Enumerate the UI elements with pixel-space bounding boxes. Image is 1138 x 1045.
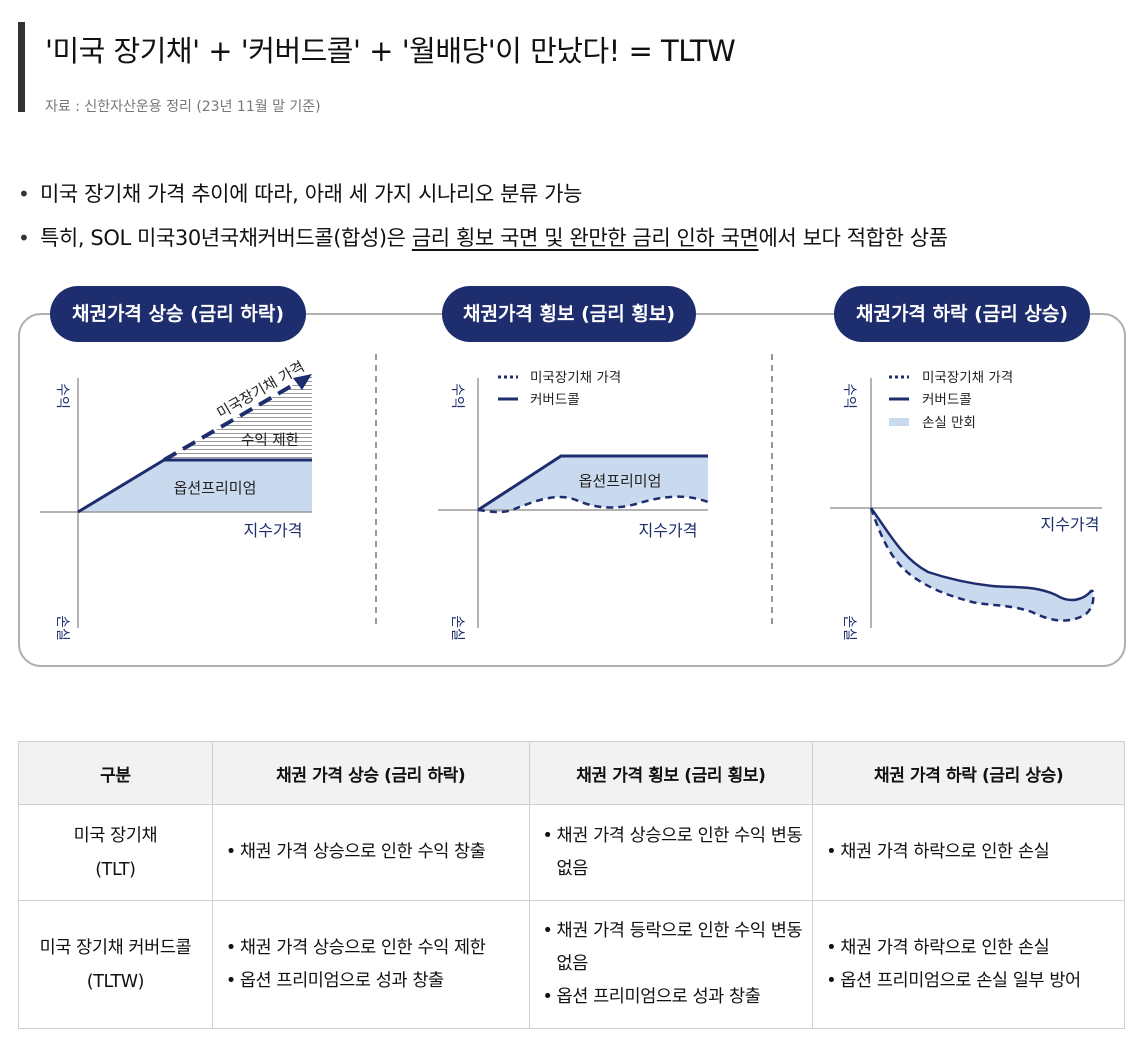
legend-dotted-label: 미국장기채 가격 bbox=[530, 370, 621, 386]
legend-dotted-label: 미국장기채 가격 bbox=[922, 370, 1013, 386]
cell-bullet-item: • 채권 가격 상승으로 인한 수익 제한 bbox=[225, 937, 486, 958]
capped-return-area bbox=[164, 374, 312, 460]
table-cell: • 채권 가격 등락으로 인한 수익 변동 없음 • 옵션 프리미엄으로 성과 창출 bbox=[528, 900, 814, 1029]
premium-label: 옵션프리미엄 bbox=[174, 479, 257, 497]
badge-label: 채권가격 상승 (금리 하락) bbox=[72, 303, 284, 325]
covered-call-line bbox=[77, 458, 312, 514]
loss-recovery-area bbox=[871, 508, 1094, 621]
panel-bond-rise: 미국장기채 가격 수익 제한 옵션프리미엄 지수가격 수익 손실 bbox=[40, 358, 312, 641]
table-cell: • 채권 가격 상승으로 인한 수익 제한 • 옵션 프리미엄으로 성과 창출 bbox=[211, 900, 530, 1029]
table-header-cell: 채권 가격 횡보 (금리 횡보) bbox=[528, 741, 814, 805]
header-block: '미국 장기채' + '커버드콜' + '월배당'이 만났다! = TLTW 자… bbox=[18, 22, 736, 115]
y-axis-top-label: 수익 bbox=[841, 383, 857, 409]
row-header-cell: 미국 장기채 (TLT) bbox=[18, 804, 213, 901]
table-cell: • 채권 가격 상승으로 인한 수익 창출 bbox=[211, 804, 530, 901]
bullet-text-post: 에서 보다 적합한 상품 bbox=[758, 226, 949, 250]
long-bond-price-line bbox=[477, 495, 709, 514]
row-header-ticker: (TLT) bbox=[95, 859, 136, 880]
bullet-text-pre: 특히, SOL 미국30년국채커버드콜(합성)은 bbox=[40, 226, 412, 250]
covered-call-line bbox=[477, 454, 708, 512]
legend-solid-label: 커버드콜 bbox=[530, 392, 580, 408]
long-bond-price-line bbox=[869, 507, 1095, 622]
x-axis-label: 지수가격 bbox=[1041, 515, 1100, 534]
premium-area bbox=[78, 460, 312, 512]
badge-label: 채권가격 횡보 (금리 횡보) bbox=[463, 303, 675, 325]
legend-fill-label: 손실 만회 bbox=[922, 415, 976, 431]
cell-bullet-item: • 옵션 프리미엄으로 성과 창출 bbox=[225, 970, 444, 991]
legend-solid-label: 커버드콜 bbox=[922, 392, 972, 408]
y-axis-bottom-label: 손실 bbox=[449, 615, 465, 641]
panel-bond-flat: 미국장기채 가격 커버드콜 옵션프리미엄 지수가격 수익 손실 bbox=[438, 370, 709, 641]
row-header-name: 미국 장기채 커버드콜 bbox=[39, 937, 192, 958]
table-header-row: 구분 채권 가격 상승 (금리 하락) 채권 가격 횡보 (금리 횡보) 채권 … bbox=[18, 741, 1125, 805]
bullet-dot-icon: • bbox=[18, 226, 30, 250]
comparison-table: 구분 채권 가격 상승 (금리 하락) 채권 가격 횡보 (금리 횡보) 채권 … bbox=[18, 741, 1125, 1029]
table-cell: • 채권 가격 상승으로 인한 수익 변동 없음 bbox=[528, 804, 814, 901]
bullet-item: • 미국 장기채 가격 추이에 따라, 아래 세 가지 시나리오 분류 가능 bbox=[18, 176, 1128, 220]
y-axis-top-label: 수익 bbox=[54, 383, 70, 409]
table-row: 미국 장기채 (TLT) • 채권 가격 상승으로 인한 수익 창출 • 채권 가격… bbox=[18, 804, 1125, 901]
table-row: 미국 장기채 커버드콜 (TLTW) • 채권 가격 상승으로 인한 수익 제한 … bbox=[18, 900, 1125, 1029]
table-header-cell: 채권 가격 상승 (금리 하락) bbox=[211, 741, 530, 805]
bullet-list: • 미국 장기채 가격 추이에 따라, 아래 세 가지 시나리오 분류 가능 •… bbox=[18, 176, 1128, 264]
premium-area bbox=[478, 456, 708, 513]
y-axis-bottom-label: 손실 bbox=[841, 615, 857, 641]
y-axis-top-label: 수익 bbox=[449, 383, 465, 409]
panel-bond-fall: 미국장기채 가격 커버드콜 손실 만회 지수가격 수익 손실 bbox=[830, 370, 1102, 641]
cell-bullet-item: • 채권 가격 하락으로 인한 손실 bbox=[826, 842, 1050, 862]
y-axis-bottom-label: 손실 bbox=[54, 615, 70, 641]
row-header-name: 미국 장기채 bbox=[73, 825, 158, 846]
cell-bullet-item: • 채권 가격 상승으로 인한 수익 변동 없음 bbox=[542, 825, 803, 879]
badge-bond-flat: 채권가격 횡보 (금리 횡보) bbox=[442, 286, 696, 342]
covered-call-line bbox=[869, 507, 1093, 602]
source-note: 자료 : 신한자산운용 정리 (23년 11월 말 기준) bbox=[45, 99, 321, 115]
x-axis-label: 지수가격 bbox=[639, 521, 698, 540]
arrow-head-icon bbox=[293, 374, 312, 390]
table-header-cell: 채권 가격 하락 (금리 상승) bbox=[812, 741, 1125, 805]
cell-bullet-item: • 채권 가격 등락으로 인한 수익 변동 없음 bbox=[542, 921, 803, 974]
cell-bullet-item: • 옵션 프리미엄으로 손실 일부 방어 bbox=[826, 970, 1081, 991]
bullet-text: 미국 장기채 가격 추이에 따라, 아래 세 가지 시나리오 분류 가능 bbox=[40, 182, 583, 206]
table-cell: • 채권 가격 하락으로 인한 손실 • 옵션 프리미엄으로 손실 일부 방어 bbox=[812, 900, 1125, 1029]
table-header-cell: 구분 bbox=[18, 741, 213, 805]
bullet-item: • 특히, SOL 미국30년국채커버드콜(합성)은 금리 횡보 국면 및 완만… bbox=[18, 220, 1128, 264]
page-title: '미국 장기채' + '커버드콜' + '월배당'이 만났다! = TLTW bbox=[45, 34, 736, 68]
badge-label: 채권가격 하락 (금리 상승) bbox=[856, 303, 1068, 325]
legend-fill-swatch bbox=[889, 418, 909, 426]
badge-bond-rise: 채권가격 상승 (금리 하락) bbox=[50, 286, 306, 342]
bullet-dot-icon: • bbox=[18, 182, 30, 206]
row-header-cell: 미국 장기채 커버드콜 (TLTW) bbox=[18, 900, 213, 1029]
row-header-ticker: (TLTW) bbox=[86, 971, 145, 992]
cell-bullet-item: • 옵션 프리미엄으로 성과 창출 bbox=[542, 987, 761, 1007]
cell-bullet-item: • 채권 가격 하락으로 인한 손실 bbox=[826, 937, 1050, 958]
badge-bond-fall: 채권가격 하락 (금리 상승) bbox=[834, 286, 1090, 342]
x-axis-label: 지수가격 bbox=[244, 521, 303, 540]
table-cell: • 채권 가격 하락으로 인한 손실 bbox=[812, 804, 1125, 901]
long-bond-price-line bbox=[162, 379, 302, 462]
cell-bullet-item: • 채권 가격 상승으로 인한 수익 창출 bbox=[225, 842, 486, 862]
premium-label: 옵션프리미엄 bbox=[579, 472, 662, 490]
scenario-diagram: 미국장기채 가격 수익 제한 옵션프리미엄 지수가격 수익 손실 미국장기채 가… bbox=[18, 286, 1126, 667]
bullet-text-underlined: 금리 횡보 국면 및 완만한 금리 인하 국면 bbox=[411, 226, 759, 250]
capped-return-label: 수익 제한 bbox=[241, 432, 299, 449]
